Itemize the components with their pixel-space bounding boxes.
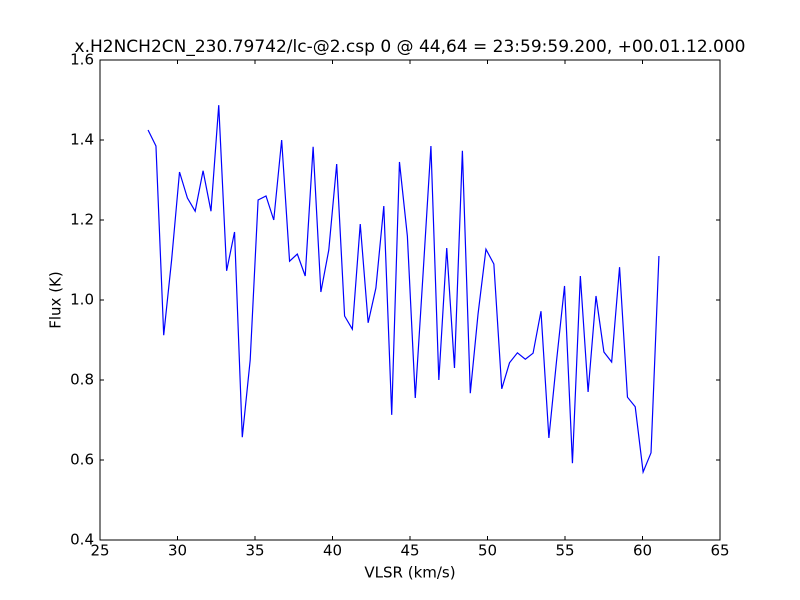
x-tick-label: 60 [633, 542, 652, 560]
y-tick-label: 1.4 [70, 131, 94, 149]
y-tick-label: 0.4 [70, 531, 94, 549]
data-line [147, 105, 660, 475]
y-tick-label: 0.6 [70, 451, 94, 469]
x-tick-label: 50 [478, 542, 497, 560]
y-tick-label: 1.6 [70, 51, 94, 69]
x-axis-label: VLSR (km/s) [364, 564, 455, 582]
x-tick-label: 40 [323, 542, 342, 560]
x-tick-label: 45 [400, 542, 419, 560]
y-tick-label: 0.8 [70, 371, 94, 389]
y-axis-label: Flux (K) [47, 271, 65, 329]
x-tick-label: 65 [710, 542, 729, 560]
chart-title: x.H2NCH2CN_230.79742/lc-@2.csp 0 @ 44,64… [75, 37, 746, 57]
x-tick-label: 35 [245, 542, 264, 560]
x-tick-label: 25 [90, 542, 109, 560]
y-tick-label: 1.2 [70, 211, 94, 229]
x-tick-label: 55 [555, 542, 574, 560]
x-tick-label: 30 [168, 542, 187, 560]
y-tick-label: 1.0 [70, 291, 94, 309]
